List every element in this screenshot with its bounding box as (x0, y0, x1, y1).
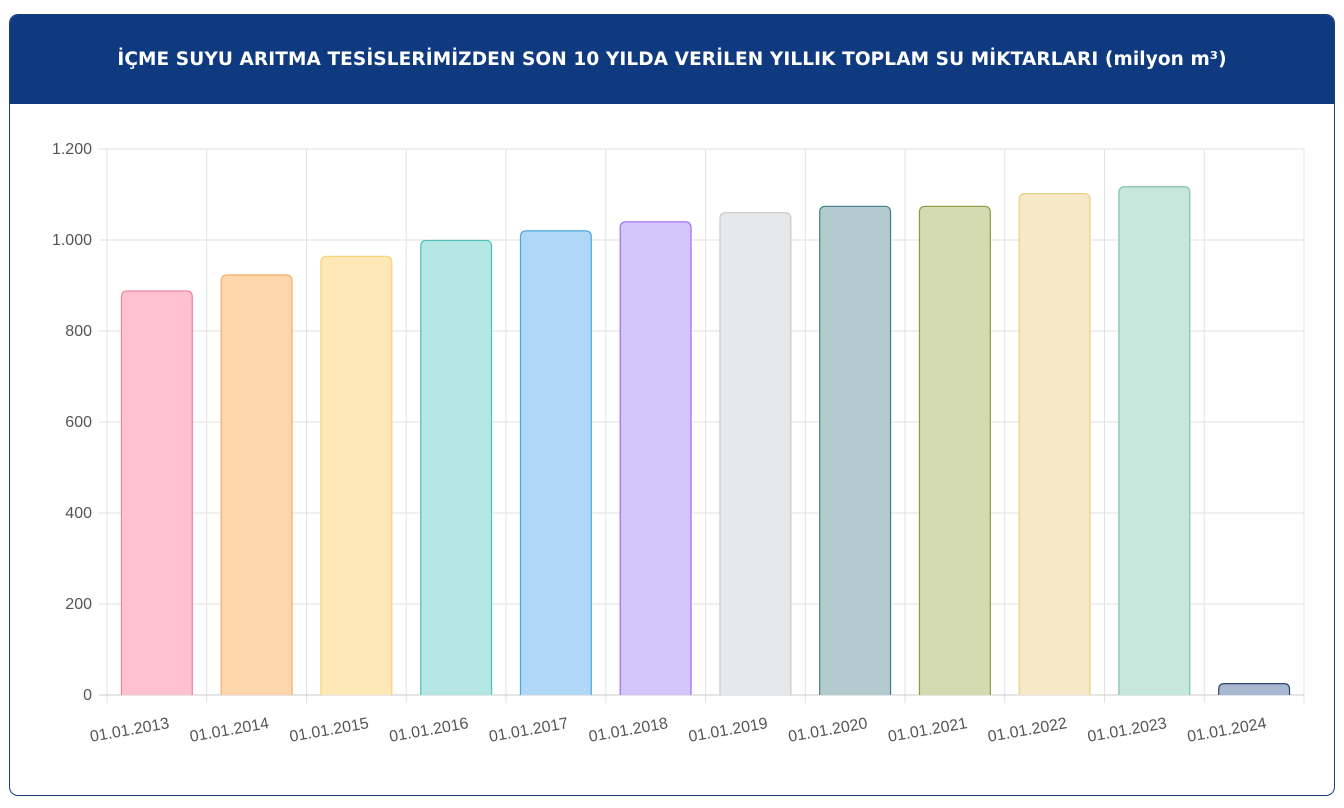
bar (819, 205, 892, 695)
bar (918, 205, 991, 695)
card-header: İÇME SUYU ARITMA TESİSLERİMİZDEN SON 10 … (10, 15, 1334, 104)
bar (420, 239, 493, 695)
y-tick-label: 800 (65, 323, 92, 340)
bar (1218, 683, 1291, 695)
x-tick-label: 01.01.2014 (189, 715, 271, 746)
x-tick-label: 01.01.2017 (488, 715, 570, 746)
bar (120, 290, 193, 695)
bar (519, 230, 592, 695)
x-tick-label: 01.01.2013 (89, 715, 171, 746)
bar (1118, 186, 1191, 695)
bar (1018, 192, 1091, 695)
y-tick-label: 400 (65, 505, 92, 522)
x-tick-label: 01.01.2015 (288, 715, 370, 746)
y-tick-label: 1.200 (52, 141, 92, 158)
x-tick-label: 01.01.2022 (987, 715, 1069, 746)
x-tick-label: 01.01.2016 (388, 715, 470, 746)
x-tick-label: 01.01.2021 (887, 715, 969, 746)
x-tick-label: 01.01.2024 (1186, 715, 1268, 746)
bar (719, 212, 792, 695)
bar (320, 255, 393, 695)
x-tick-label: 01.01.2018 (588, 715, 670, 746)
x-tick-label: 01.01.2020 (787, 715, 869, 746)
y-tick-label: 1.000 (52, 232, 92, 249)
bar (220, 274, 293, 695)
y-tick-label: 200 (65, 596, 92, 613)
chart-title: İÇME SUYU ARITMA TESİSLERİMİZDEN SON 10 … (117, 49, 1227, 70)
bar (619, 221, 692, 695)
x-tick-label: 01.01.2023 (1086, 715, 1168, 746)
y-tick-label: 0 (83, 687, 92, 704)
x-tick-label: 01.01.2019 (687, 715, 769, 746)
y-tick-label: 600 (65, 414, 92, 431)
